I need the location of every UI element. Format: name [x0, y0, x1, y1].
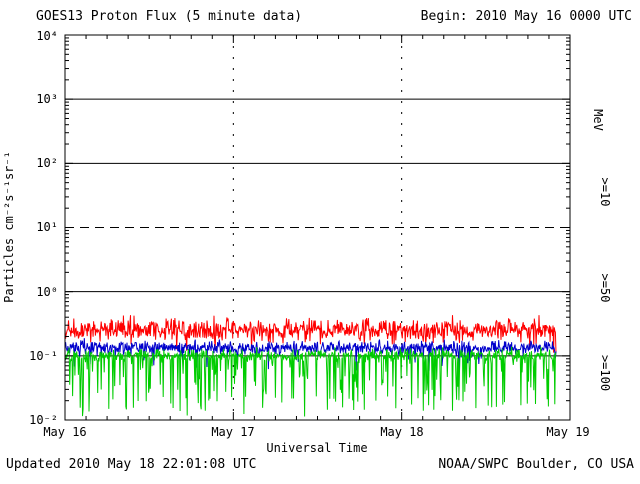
right-axis-unit-label: MeV [591, 109, 605, 131]
series-line-ge50 [64, 338, 557, 372]
series-line-ge10 [64, 315, 557, 353]
y-tick-1e0: 10⁰ [36, 285, 58, 299]
x-tick-may18: May 18 [380, 425, 423, 439]
y-axis-title: Particles cm⁻²s⁻¹sr⁻¹ [2, 151, 16, 303]
y-tick-1e3: 10³ [36, 92, 58, 106]
tick-layer [64, 34, 571, 421]
x-tick-may17: May 17 [211, 425, 254, 439]
plot-border [64, 34, 571, 421]
series-layer [64, 315, 557, 417]
y-tick-1e2: 10² [36, 156, 58, 170]
chart-title: GOES13 Proton Flux (5 minute data) [36, 9, 302, 24]
x-axis-title: Universal Time [266, 441, 367, 455]
y-tick-1e-2: 10⁻² [29, 413, 58, 427]
legend-ge100-label: >=100 [598, 355, 612, 391]
y-tick-1e4: 10⁴ [36, 29, 58, 43]
begin-label: Begin: 2010 May 16 0000 UTC [421, 9, 632, 24]
x-tick-may16: May 16 [43, 425, 86, 439]
series-line-ge100 [64, 346, 557, 417]
y-tick-1e-1: 10⁻¹ [29, 349, 58, 363]
legend-ge50-label: >=50 [598, 274, 612, 303]
y-tick-1e1: 10¹ [36, 220, 58, 234]
x-tick-may19: May 19 [546, 425, 589, 439]
source-label: NOAA/SWPC Boulder, CO USA [438, 457, 634, 472]
legend-ge10-label: >=10 [598, 178, 612, 207]
updated-label: Updated 2010 May 18 22:01:08 UTC [6, 457, 256, 472]
